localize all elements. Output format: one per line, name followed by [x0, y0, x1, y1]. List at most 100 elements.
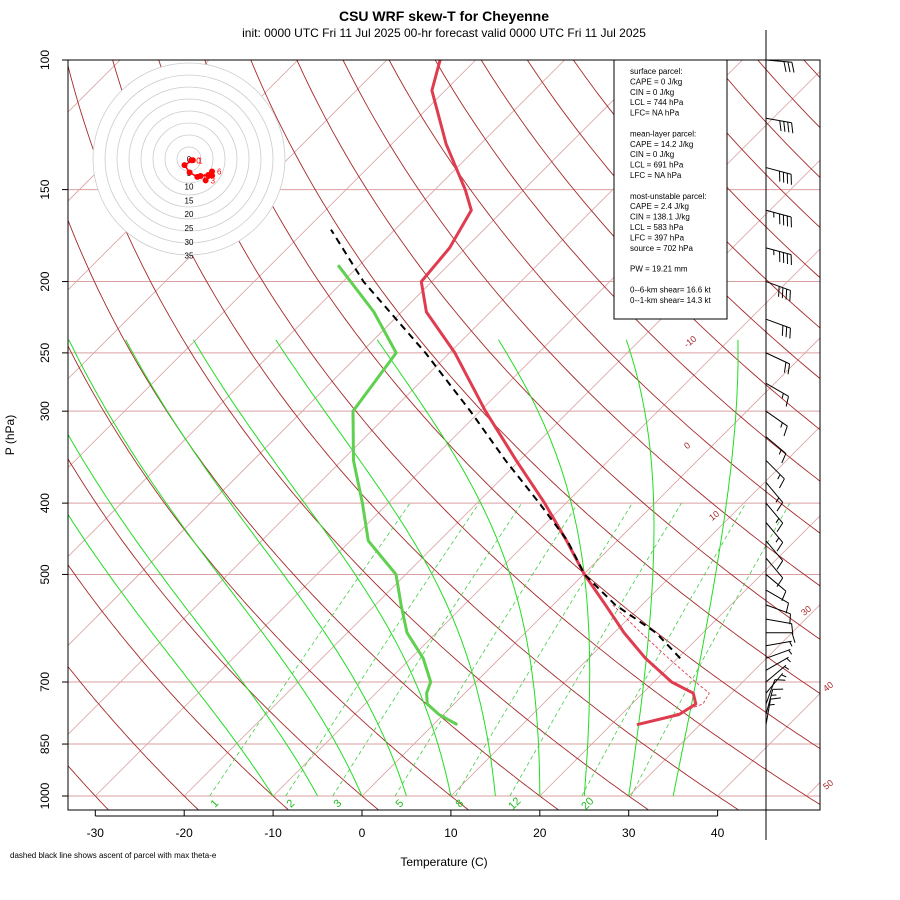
hodograph-ring-label: 35 — [185, 252, 194, 261]
dry-adiabat — [342, 60, 820, 587]
dry-adiabat — [480, 60, 820, 431]
wind-barb — [765, 318, 791, 329]
x-tick-label: 10 — [444, 826, 458, 840]
wind-barb — [765, 167, 792, 175]
hodograph-point-label: 1 — [202, 173, 207, 182]
wind-barb — [765, 618, 792, 625]
hodograph-point — [186, 169, 193, 176]
wind-barb-half — [780, 422, 783, 428]
wind-barb-flag — [776, 542, 784, 552]
wind-barb-flag — [779, 120, 782, 132]
wind-barb-flag — [791, 62, 795, 73]
isotherm-line — [68, 60, 476, 469]
dry-adiabat — [68, 344, 470, 810]
info-box-line: LCL = 583 hPa — [630, 223, 684, 232]
wind-barb — [765, 410, 788, 427]
dry-adiabat — [68, 665, 200, 810]
x-tick-label: 20 — [533, 826, 547, 840]
dry-adiabat — [803, 60, 820, 79]
wind-barb-flag — [785, 289, 788, 300]
dry-adiabat — [388, 60, 820, 534]
wind-barb — [765, 209, 792, 218]
x-tick-label: -20 — [176, 826, 194, 840]
wind-barb-half — [775, 497, 780, 503]
wind-barb — [765, 589, 789, 604]
hodograph-point-label: 3 — [211, 176, 216, 185]
wind-barb — [765, 502, 784, 524]
dry-adiabat — [68, 64, 650, 810]
y-tick-label: 1000 — [38, 782, 52, 809]
wind-barb — [765, 281, 791, 291]
x-tick-label: 0 — [359, 826, 366, 840]
hodograph-ring-label: 25 — [185, 224, 194, 233]
mixing-ratio-line — [509, 502, 682, 797]
dry-adiabat-label: 10 — [707, 509, 721, 523]
info-box-line: CIN = 138.1 J/kg — [630, 213, 690, 222]
wind-barb-flag — [781, 453, 787, 464]
wind-barb-flag — [781, 325, 784, 336]
moist-adiabat — [192, 339, 452, 797]
wind-barb-flag — [778, 478, 785, 489]
wind-barb-flag — [787, 61, 791, 73]
hodograph-ring-label: 10 — [185, 183, 194, 192]
hodograph-ring — [104, 74, 274, 244]
wind-barb — [765, 436, 787, 454]
dry-adiabat — [434, 60, 820, 482]
dry-adiabat — [296, 60, 820, 640]
info-box-line: CAPE = 14.2 J/kg — [630, 140, 693, 149]
wind-barb-flag — [785, 396, 790, 407]
isotherm-line — [628, 604, 820, 797]
hodograph-point-label: 1 — [198, 156, 203, 165]
wind-barb — [765, 352, 790, 365]
footnote: dashed black line shows ascent of parcel… — [10, 851, 217, 860]
wind-barb — [765, 557, 784, 579]
info-box-line: most-unstable parcel: — [630, 192, 706, 201]
y-tick-label: 300 — [38, 401, 52, 421]
wind-barb-flag — [776, 560, 784, 570]
mixing-ratio-label: 1 — [208, 797, 221, 810]
dry-adiabat — [835, 44, 900, 812]
parcel-theta-e-trace — [330, 229, 681, 659]
moist-adiabat — [275, 339, 496, 797]
dry-adiabat — [158, 60, 820, 806]
surface-parcel-trace — [612, 604, 710, 726]
moist-adiabat — [68, 339, 363, 797]
wind-barb — [765, 247, 792, 256]
chart-subtitle: init: 0000 UTC Fri 11 Jul 2025 00-hr for… — [242, 26, 646, 40]
info-box-line: LCL = 691 hPa — [630, 161, 684, 170]
moist-adiabat — [625, 339, 655, 797]
dry-adiabat — [250, 60, 820, 695]
wind-barb-flag — [783, 61, 787, 72]
info-box-frame — [613, 59, 728, 320]
dry-adiabat — [68, 219, 560, 810]
mixing-ratio-line — [394, 502, 579, 797]
wind-barb — [765, 522, 784, 543]
wind-barb-flag — [776, 577, 784, 587]
hodograph-ring — [128, 98, 250, 220]
wind-barb-half — [781, 393, 784, 399]
hodograph-point-label: 0 — [196, 156, 201, 165]
info-box-line: LFC= NA hPa — [630, 109, 680, 118]
wind-barb — [765, 574, 787, 592]
wind-barb-flag — [785, 326, 788, 338]
y-tick-label: 500 — [38, 564, 52, 584]
mixing-ratio-line — [285, 502, 480, 797]
wind-barb-flag — [787, 122, 790, 133]
hodograph-point — [197, 172, 204, 179]
y-tick-label: 850 — [38, 734, 52, 754]
moist-adiabat — [376, 339, 541, 796]
info-box: surface parcel:CAPE = 0 J/kg CIN = 0 J/kg… — [613, 59, 728, 320]
moist-adiabat — [498, 339, 591, 797]
wind-barb — [765, 640, 792, 647]
dry-adiabat — [204, 60, 820, 750]
x-tick-label: 30 — [622, 826, 636, 840]
wind-barbs — [765, 59, 796, 725]
dry-adiabat-label: 30 — [799, 604, 813, 618]
dry-adiabat-label: 40 — [821, 680, 835, 694]
moist-adiabat — [68, 433, 319, 797]
wind-barb — [765, 672, 784, 694]
isotherm-line — [361, 337, 820, 797]
hodograph-ring-label: 30 — [185, 238, 194, 247]
